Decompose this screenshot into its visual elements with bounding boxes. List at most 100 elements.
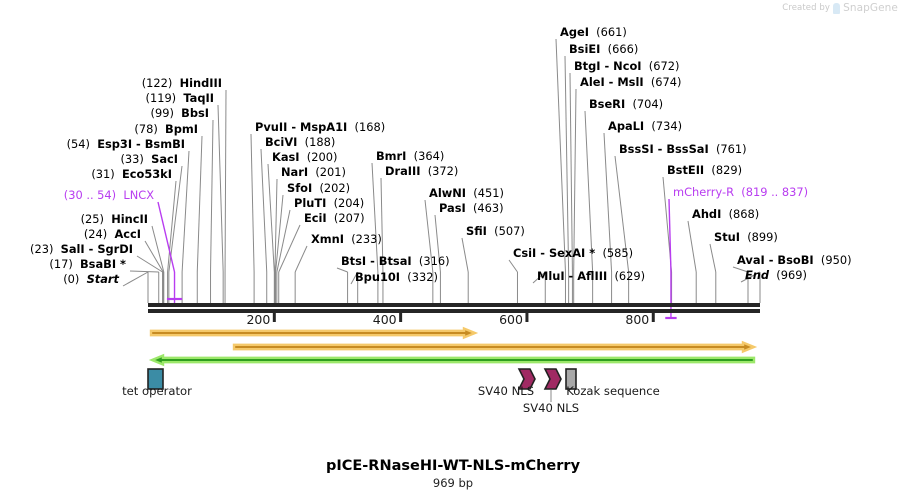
enzyme-label-bcivi: BciVI (188) bbox=[265, 136, 335, 148]
enzyme-name: AgeI bbox=[560, 25, 589, 39]
snapgene-watermark: Created by SnapGene bbox=[782, 2, 898, 14]
enzyme-name: AleI - MslI bbox=[580, 75, 644, 89]
page-subtitle: 969 bp bbox=[432, 476, 474, 490]
enzyme-position: (969) bbox=[769, 268, 807, 282]
feature-shape-tet-operator bbox=[147, 368, 164, 390]
enzyme-position: (204) bbox=[326, 196, 365, 210]
enzyme-position: (672) bbox=[641, 59, 680, 73]
enzyme-name: HindIII bbox=[179, 76, 222, 90]
enzyme-name: BssSI - BssSaI bbox=[619, 142, 709, 156]
orange-arrow-2 bbox=[232, 340, 758, 354]
enzyme-name: AlwNI bbox=[429, 186, 467, 200]
enzyme-label-avai-bsobi: AvaI - BsoBI (950) bbox=[737, 254, 852, 266]
watermark-brand: SnapGene bbox=[843, 2, 898, 14]
enzyme-position: (674) bbox=[643, 75, 682, 89]
enzyme-name: SfiI bbox=[466, 224, 487, 238]
enzyme-name: BseRI bbox=[589, 97, 626, 111]
enzyme-label-bpu10i: Bpu10I (332) bbox=[355, 271, 438, 283]
enzyme-label-bstell: BstEII (829) bbox=[667, 164, 742, 176]
enzyme-position: (629) bbox=[607, 269, 646, 283]
enzyme-label-bbsi: (99) BbsI bbox=[151, 107, 209, 119]
feature-label-kozak-sequence: Kozak sequence bbox=[566, 384, 660, 398]
enzyme-label-draiii: DraIII (372) bbox=[385, 165, 458, 177]
enzyme-position: (950) bbox=[813, 253, 852, 267]
enzyme-label-nari: NarI (201) bbox=[281, 166, 346, 178]
enzyme-position: (899) bbox=[740, 230, 778, 244]
enzyme-label-end: End (969) bbox=[745, 269, 807, 281]
enzyme-label-hincii: (25) HincII bbox=[81, 213, 148, 225]
enzyme-position: (122) bbox=[141, 76, 180, 90]
enzyme-name: XmnI bbox=[311, 232, 344, 246]
enzyme-label-btgi-ncoi: BtgI - NcoI (672) bbox=[574, 60, 679, 72]
enzyme-label-bmri: BmrI (364) bbox=[376, 150, 444, 162]
enzyme-name: KasI bbox=[272, 150, 300, 164]
enzyme-position: (364) bbox=[406, 149, 445, 163]
enzyme-name: CsiI - SexAI * bbox=[513, 246, 596, 260]
enzyme-position: (761) bbox=[708, 142, 747, 156]
enzyme-position: (829) bbox=[704, 163, 743, 177]
enzyme-label-ahdi: AhdI (868) bbox=[692, 208, 759, 220]
orange-arrow-1 bbox=[149, 326, 479, 340]
enzyme-label-stui: StuI (899) bbox=[714, 231, 778, 243]
enzyme-position: (463) bbox=[465, 201, 504, 215]
enzyme-label-kasi: KasI (200) bbox=[272, 151, 337, 163]
enzyme-name: NarI bbox=[281, 165, 309, 179]
enzyme-position: (188) bbox=[297, 135, 336, 149]
enzyme-label-eco53ki: (31) Eco53kI bbox=[91, 168, 172, 180]
enzyme-label-saci: (33) SacI bbox=[120, 153, 178, 165]
enzyme-position: (99) bbox=[150, 106, 182, 120]
enzyme-label-btsi-btsai: BtsI - BtsaI (316) bbox=[341, 255, 450, 267]
enzyme-label-bpmi: (78) BpmI bbox=[134, 123, 198, 135]
enzyme-name: PasI bbox=[439, 201, 466, 215]
enzyme-position: (661) bbox=[588, 25, 627, 39]
enzyme-name: PluTI bbox=[294, 196, 327, 210]
ruler-tick-label-200: 200 bbox=[246, 312, 271, 327]
enzyme-position: (33) bbox=[120, 152, 152, 166]
enzyme-position: (868) bbox=[721, 207, 760, 221]
enzyme-position: (207) bbox=[326, 211, 365, 225]
watermark-created-by: Created by bbox=[782, 3, 831, 13]
enzyme-position: (119) bbox=[145, 91, 184, 105]
enzyme-position: (734) bbox=[644, 119, 683, 133]
enzyme-label-hindiii: (122) HindIII bbox=[142, 77, 222, 89]
enzyme-label-mcherry-r: mCherry-R (819 .. 837) bbox=[673, 186, 808, 198]
enzyme-label-alwni: AlwNI (451) bbox=[429, 187, 504, 199]
feature-shape-sv40-nls-2 bbox=[543, 368, 562, 390]
enzyme-position: (30 .. 54) bbox=[63, 188, 124, 202]
enzyme-position: (25) bbox=[80, 212, 112, 226]
enzyme-label-start: (0) Start bbox=[63, 273, 119, 285]
enzyme-position: (24) bbox=[83, 227, 115, 241]
enzyme-label-bsiei: BsiEI (666) bbox=[569, 43, 638, 55]
enzyme-label-pluti: PluTI (204) bbox=[294, 197, 364, 209]
enzyme-name: End bbox=[745, 268, 770, 282]
enzyme-position: (507) bbox=[486, 224, 525, 238]
enzyme-label-ecii: EciI (207) bbox=[304, 212, 365, 224]
enzyme-position: (17) bbox=[49, 257, 80, 271]
feature-label-tet-operator: tet operator bbox=[122, 384, 192, 398]
enzyme-position: (0) bbox=[63, 272, 87, 286]
green-arrow bbox=[148, 353, 756, 367]
enzyme-label-lncx: (30 .. 54) LNCX bbox=[64, 189, 154, 201]
enzyme-name: AccI bbox=[114, 227, 141, 241]
enzyme-name: SacI bbox=[151, 152, 178, 166]
enzyme-label-sfii: SfiI (507) bbox=[466, 225, 525, 237]
enzyme-name: BtgI - NcoI bbox=[574, 59, 642, 73]
enzyme-name: BpmI bbox=[165, 122, 198, 136]
enzyme-name: HincII bbox=[111, 212, 148, 226]
enzyme-label-bsabi: (17) BsaBI * bbox=[49, 258, 126, 270]
enzyme-position: (332) bbox=[400, 270, 438, 284]
enzyme-label-sali: (23) SalI - SgrDI bbox=[30, 243, 133, 255]
enzyme-position: (585) bbox=[595, 246, 634, 260]
enzyme-name: SfoI bbox=[287, 181, 313, 195]
enzyme-position: (316) bbox=[411, 254, 450, 268]
enzyme-label-bseri: BseRI (704) bbox=[589, 98, 663, 110]
enzyme-position: (372) bbox=[420, 164, 459, 178]
enzyme-name: PvuII - MspA1I bbox=[255, 120, 348, 134]
feature-shape-kozak-sequence bbox=[565, 368, 577, 390]
enzyme-name: AhdI bbox=[692, 207, 722, 221]
enzyme-name: Eco53kI bbox=[121, 167, 172, 181]
enzyme-label-agei: AgeI (661) bbox=[560, 26, 627, 38]
enzyme-name: ApaLI bbox=[608, 119, 645, 133]
